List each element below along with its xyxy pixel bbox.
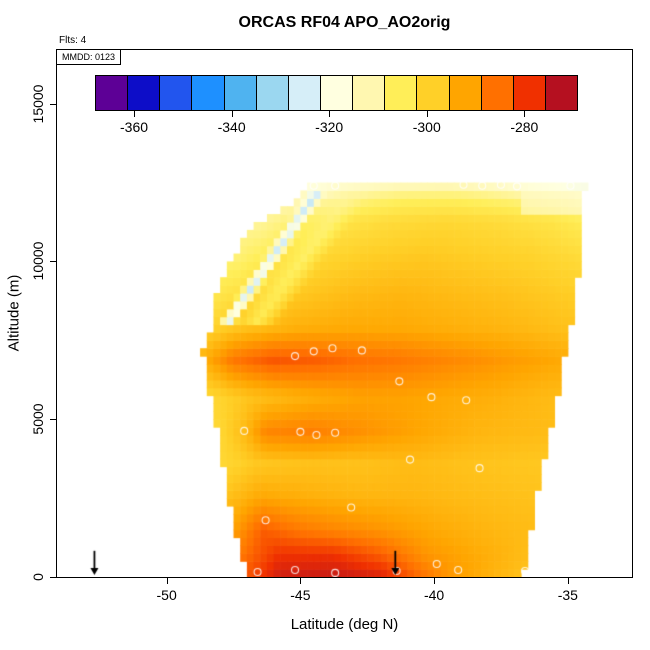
colorbar-segment xyxy=(319,76,353,110)
colorbar-segment xyxy=(287,76,320,110)
colorbar-tick-label: -280 xyxy=(510,119,539,135)
y-tick-mark xyxy=(50,419,56,421)
x-tick-label: -50 xyxy=(156,587,177,603)
y-tick-mark xyxy=(50,577,56,578)
colorbar-segment xyxy=(480,76,513,110)
chart-title: ORCAS RF04 APO_AO2orig xyxy=(238,14,451,31)
y-tick-mark xyxy=(50,103,56,105)
y-tick-mark xyxy=(50,261,56,263)
colorbar-segment xyxy=(416,76,449,110)
colorbar-tick-mark xyxy=(426,111,428,117)
y-tick-label: 10000 xyxy=(30,241,46,281)
y-tick-label: 0 xyxy=(30,573,46,581)
colorbar-segment xyxy=(223,76,256,110)
colorbar-segment xyxy=(448,76,481,110)
x-tick-mark xyxy=(300,578,302,584)
colorbar-segment xyxy=(512,76,545,110)
x-tick-label: -40 xyxy=(423,587,445,603)
colorbar-tick-mark xyxy=(134,111,136,117)
colorbar-segment xyxy=(384,76,417,110)
colorbar-tick-label: -320 xyxy=(315,119,344,135)
y-tick-label: 5000 xyxy=(30,403,46,435)
colorbar-segment xyxy=(127,76,160,110)
colorbar-segment xyxy=(159,76,192,110)
colorbar-tick-label: -340 xyxy=(217,119,246,135)
x-tick-mark xyxy=(434,578,436,584)
colorbar-tick-label: -300 xyxy=(412,119,441,135)
colorbar-tick-mark xyxy=(524,111,526,117)
plot-area: MMDD: 0123 -360 -340 -320 -300 -280 xyxy=(56,49,633,578)
colorbar-segment xyxy=(544,76,578,110)
x-tick-mark xyxy=(567,578,569,584)
colorbar-tick-mark xyxy=(329,111,331,117)
mmdd-annotation: MMDD: 0123 xyxy=(57,50,122,65)
x-tick-label: -45 xyxy=(290,587,311,603)
flights-annotation: Flts: 4 xyxy=(59,35,87,46)
colorbar-segment xyxy=(255,76,288,110)
colorbar-tick-mark xyxy=(231,111,233,117)
colorbar-segment xyxy=(96,76,128,110)
colorbar-tick-label: -360 xyxy=(120,119,149,135)
x-tick-label: -35 xyxy=(557,587,578,603)
y-tick-label: 15000 xyxy=(30,84,46,124)
colorbar-segment xyxy=(352,76,385,110)
x-axis-label: Latitude (deg N) xyxy=(290,616,399,633)
colorbar xyxy=(95,75,578,111)
y-axis-label: Altitude (m) xyxy=(5,274,23,352)
heatmap-canvas xyxy=(57,50,632,577)
colorbar-segment xyxy=(191,76,224,110)
x-tick-mark xyxy=(166,578,168,584)
